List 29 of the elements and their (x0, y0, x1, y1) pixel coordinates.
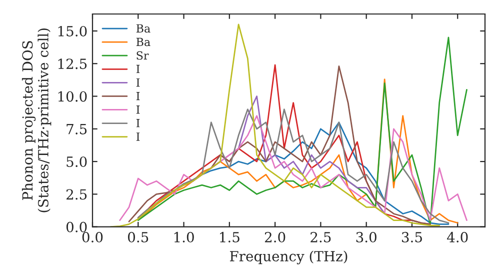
x-tick-label: 0.5 (128, 232, 148, 242)
x-tick-label: 0.0 (82, 232, 103, 242)
y-axis-title: Phonon projected DOS (States/THz·primitive cell) (22, 28, 52, 212)
y-tick-label: 0.0 (66, 222, 87, 232)
legend-label: I (136, 92, 140, 100)
legend-label: I (136, 132, 140, 141)
legend-label: I (136, 64, 140, 74)
x-tick-label: 2.5 (310, 232, 331, 242)
y-tick-label: 12.5 (58, 58, 87, 70)
y-tick-label: 15.0 (58, 26, 87, 36)
y-tick-label: 7.5 (66, 124, 87, 134)
x-tick-label: 1.5 (220, 232, 240, 242)
x-tick-label: 4.0 (447, 232, 468, 242)
legend-label: I (136, 119, 140, 128)
legend-label: I (136, 78, 140, 87)
x-tick-label: 3.5 (402, 232, 422, 242)
x-tick-label: 2.0 (264, 232, 286, 242)
legend-label: I (136, 106, 140, 114)
x-tick-label: 3.0 (356, 232, 376, 242)
legend-label: Ba (136, 24, 150, 33)
x-tick-label: 1.0 (174, 232, 194, 242)
x-axis-title: Frequency (THz) (230, 250, 348, 264)
y-tick-label: 5.0 (66, 156, 87, 167)
y-tick-label: 2.5 (66, 189, 87, 200)
line-series (137, 36, 468, 225)
legend-label: Ba (136, 38, 150, 46)
legend-label: Sr (136, 51, 149, 60)
line-series (119, 115, 468, 221)
y-tick-label: 10.0 (58, 91, 87, 102)
